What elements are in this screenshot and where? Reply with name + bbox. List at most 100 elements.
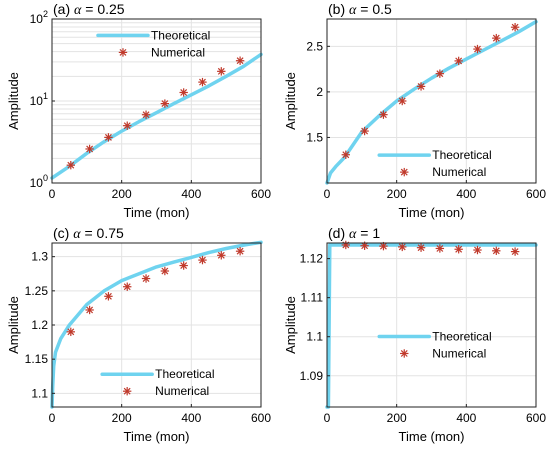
y-tick-label: 102: [30, 9, 48, 26]
series-numerical-point: [435, 244, 445, 253]
series-numerical-point: [235, 56, 245, 65]
x-tick-label: 200: [387, 187, 407, 201]
y-tick-label: 2.5: [306, 39, 323, 53]
legend-numerical-label: Numerical: [155, 384, 209, 398]
series-theoretical-line: [325, 243, 538, 409]
legend-numerical-swatch: [400, 349, 409, 358]
x-tick-label: 0: [324, 187, 331, 201]
y-tick-label: 2: [316, 85, 323, 99]
y-tick-label: 1.5: [306, 130, 323, 144]
series-numerical-point: [510, 23, 520, 32]
series-numerical-point: [510, 247, 520, 256]
series-numerical-point: [85, 144, 94, 154]
series-numerical-point: [85, 305, 94, 315]
series-numerical-point: [123, 282, 132, 291]
series-numerical-point: [141, 274, 151, 283]
series-numerical-point: [473, 245, 482, 255]
x-tick-label: 600: [251, 411, 271, 425]
series-numerical-point: [198, 77, 207, 87]
series-numerical-point: [104, 292, 113, 301]
axes-box: [326, 242, 537, 408]
y-tick-label: 1.09: [300, 369, 324, 383]
x-tick-label: 400: [456, 411, 476, 425]
y-tick-label: 1.11: [301, 291, 324, 305]
y-axis-label: Amplitude: [6, 72, 21, 130]
y-tick-label: 1.1: [306, 330, 323, 344]
series-numerical-point: [360, 126, 369, 136]
legend-numerical-label: Numerical: [151, 45, 205, 59]
panel-c: 0 200 400 600 1.1 1.15 1.2 1.25 1.3 Time (mon) Amp…: [6, 225, 271, 444]
series-numerical-point: [160, 266, 170, 276]
x-tick-label: 400: [181, 411, 201, 425]
y-tick-label: 101: [30, 91, 48, 108]
y-axis-label: Amplitude: [283, 296, 298, 354]
panel-title-prefix: (b): [328, 1, 349, 17]
panel-d: 0 200 400 600 1.09 1.1 1.11 1.12 Time (mon) Ampli…: [283, 225, 546, 444]
series-numerical-point: [104, 133, 113, 142]
series-numerical-point: [235, 247, 245, 256]
legend: Theoretical Numerical: [96, 28, 210, 59]
panel-title-alpha: α: [73, 227, 81, 242]
x-tick-label: 400: [456, 187, 476, 201]
legend-numerical-swatch: [400, 167, 409, 177]
legend: Theoretical Numerical: [377, 148, 492, 179]
y-tick-label: 1.12: [300, 252, 324, 266]
legend-theoretical-label: Theoretical: [432, 329, 491, 343]
x-axis-label: Time (mon): [124, 205, 190, 220]
series-numerical-point: [341, 240, 351, 250]
x-tick-label: 0: [49, 411, 56, 425]
y-axis-label: Amplitude: [6, 296, 21, 354]
series-theoretical-line: [50, 52, 263, 180]
y-tick-label: 1.2: [31, 318, 48, 332]
series-numerical-point: [398, 96, 407, 106]
panel-title-alpha: α: [349, 227, 357, 242]
panel-title-alpha: α: [74, 3, 82, 18]
panel-title: (c) α = 0.75: [53, 225, 124, 242]
y-tick-base: 10: [30, 94, 44, 108]
x-axis-label: Time (mon): [399, 429, 465, 444]
grid: [51, 19, 262, 184]
legend-numerical-swatch: [118, 48, 128, 57]
series-numerical-point: [66, 160, 76, 170]
x-axis-label: Time (mon): [124, 429, 190, 444]
legend: Theoretical Numerical: [100, 367, 215, 398]
y-tick-label: 1.1: [31, 386, 48, 400]
legend: Theoretical Numerical: [377, 329, 492, 360]
legend-numerical-label: Numerical: [432, 165, 486, 179]
legend-numerical-label: Numerical: [432, 346, 486, 360]
series-numerical-point: [435, 69, 445, 78]
series-numerical-point: [217, 67, 226, 76]
series-numerical-point: [379, 110, 388, 119]
series-numerical-point: [492, 33, 501, 43]
y-tick-label: 100: [30, 173, 48, 190]
series-numerical-point: [416, 82, 426, 91]
x-tick-label: 200: [387, 411, 407, 425]
axes-box: [326, 18, 537, 184]
series-numerical-point: [398, 242, 407, 252]
series-numerical-point: [198, 255, 207, 265]
x-tick-label: 0: [324, 411, 331, 425]
series-numerical-point: [454, 56, 463, 66]
x-tick-label: 200: [112, 187, 132, 201]
y-tick-label: 1.15: [25, 352, 49, 366]
legend-theoretical-label: Theoretical: [155, 367, 214, 381]
series-numerical-point: [341, 150, 351, 159]
panel-b: 0 200 400 600 1.5 2 2.5 Time (mon) Amplitude (b) …: [283, 1, 546, 220]
panel-title-prefix: (c): [53, 225, 73, 241]
y-tick-exponent: 0: [43, 173, 48, 183]
panel-title: (b) α = 0.5: [328, 1, 392, 18]
y-axis-label: Amplitude: [283, 72, 298, 130]
x-tick-label: 200: [112, 411, 132, 425]
panel-title-value: = 1: [356, 225, 380, 241]
y-tick-label: 1.3: [31, 250, 48, 264]
series-theoretical-line: [50, 240, 263, 409]
x-tick-label: 600: [251, 187, 271, 201]
x-axis-label: Time (mon): [399, 205, 465, 220]
x-tick-label: 600: [526, 411, 546, 425]
legend-theoretical-label: Theoretical: [151, 28, 210, 42]
panel-title-value: = 0.75: [81, 225, 124, 241]
x-tick-label: 0: [49, 187, 56, 201]
series-numerical-point: [454, 245, 463, 254]
panel-title: (a) α = 0.25: [53, 1, 125, 18]
